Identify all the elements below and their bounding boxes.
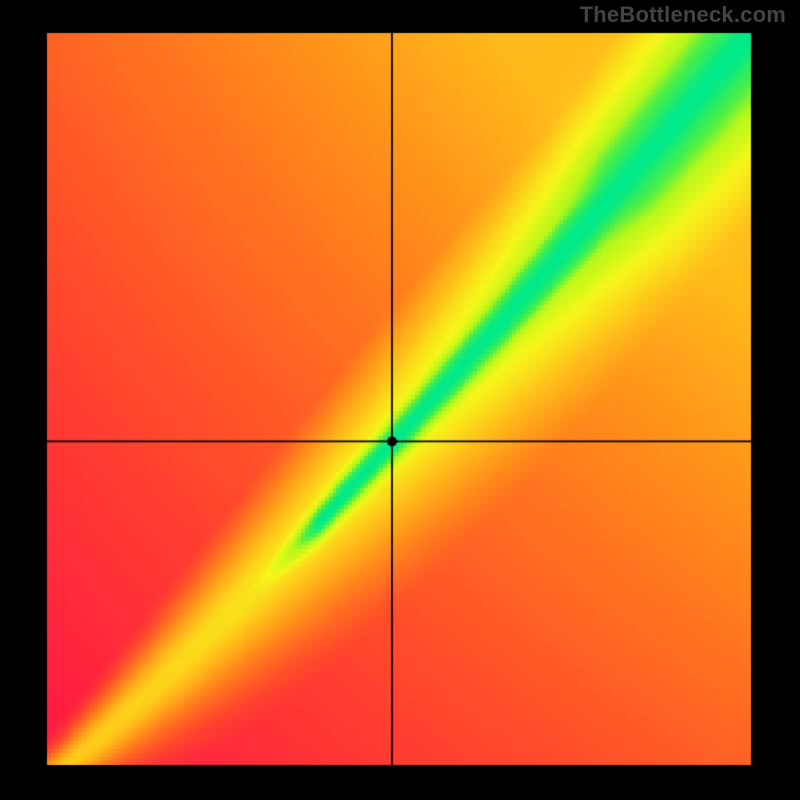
watermark-text: TheBottleneck.com xyxy=(580,2,786,28)
bottleneck-heatmap xyxy=(0,0,800,800)
